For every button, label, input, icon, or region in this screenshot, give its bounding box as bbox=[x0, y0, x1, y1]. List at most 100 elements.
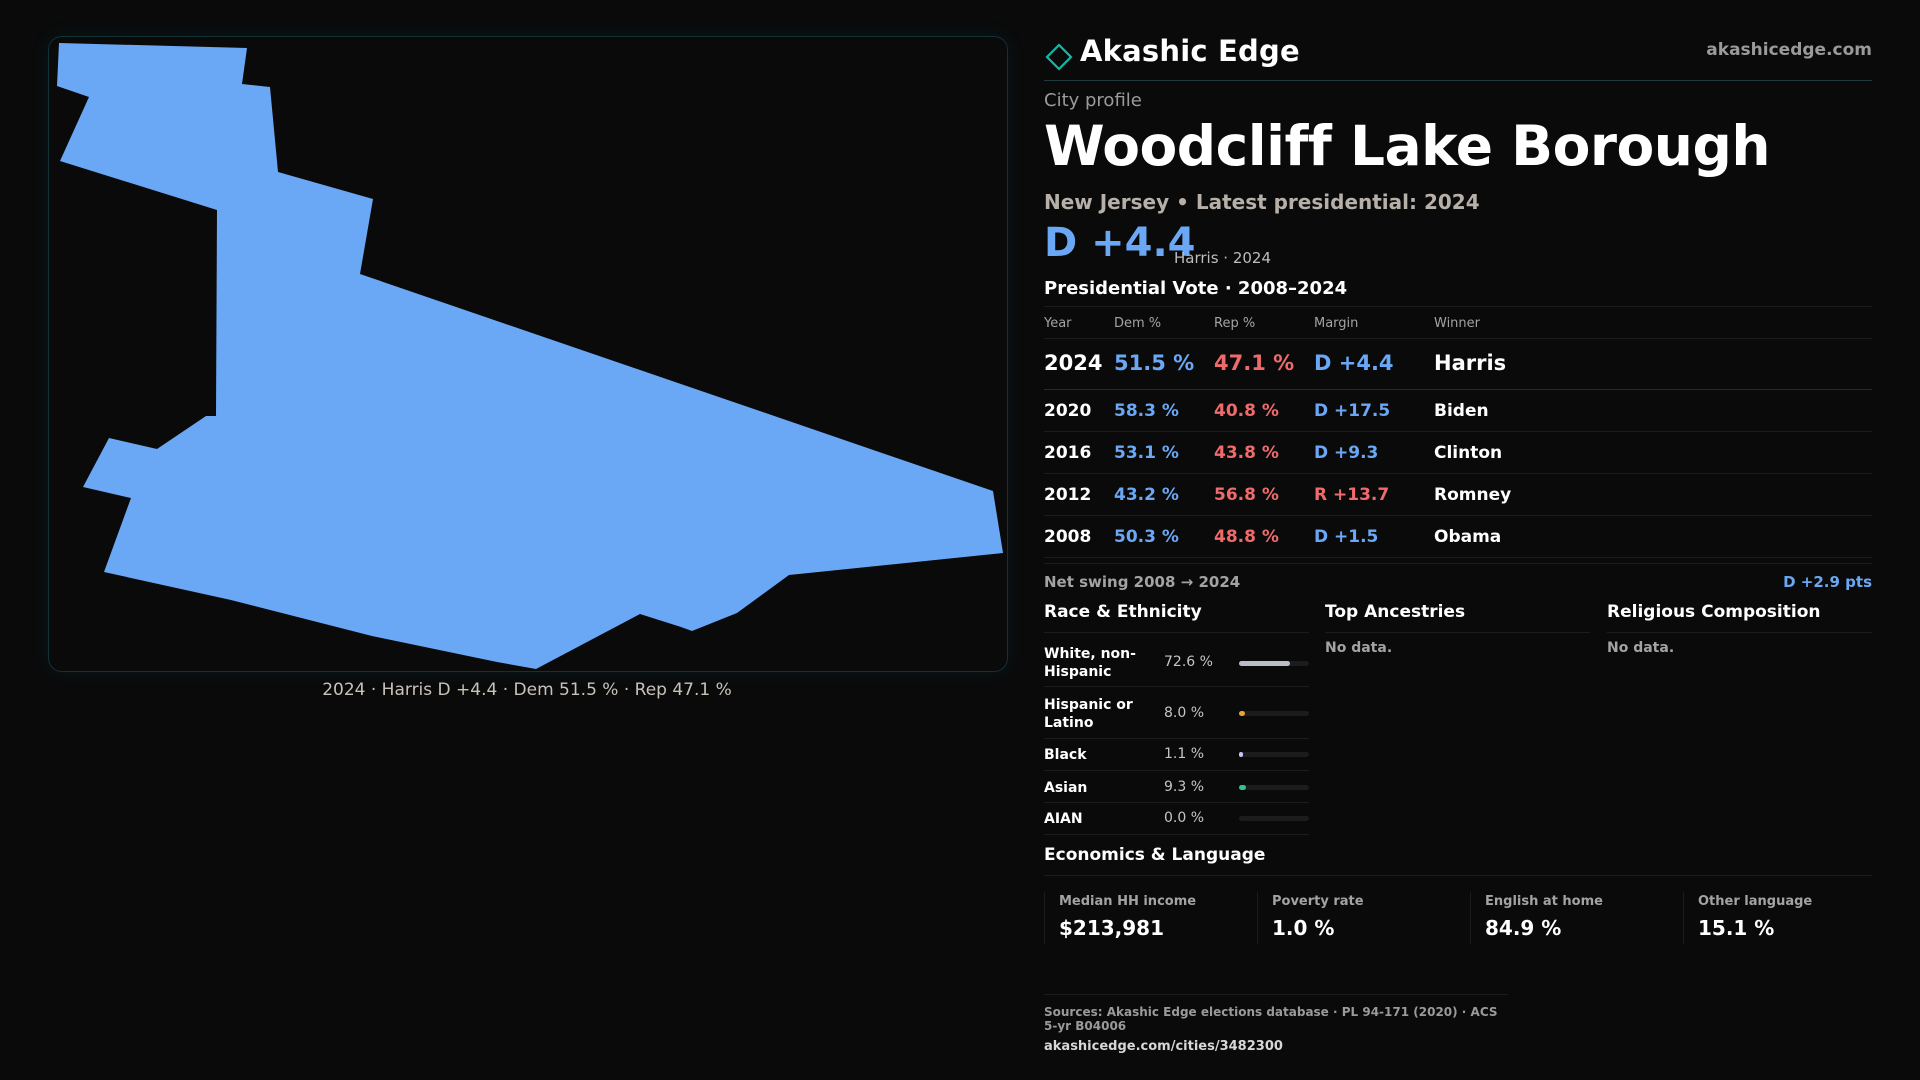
row-rep: 43.8 % bbox=[1214, 443, 1279, 463]
profile-label: City profile bbox=[1044, 90, 1142, 111]
row-year: 2024 bbox=[1044, 351, 1103, 375]
race-label: Hispanic or Latino bbox=[1044, 697, 1133, 731]
net-swing-row: Net swing 2008 → 2024 D +2.9 pts bbox=[1044, 563, 1872, 594]
row-year: 2008 bbox=[1044, 527, 1092, 547]
ancestries-section-title: Top Ancestries bbox=[1325, 602, 1466, 622]
row-rep: 47.1 % bbox=[1214, 351, 1295, 375]
row-winner: Biden bbox=[1434, 401, 1489, 421]
table-row: 2008 50.3 % 48.8 % D +1.5 Obama bbox=[1044, 516, 1872, 558]
divider bbox=[1044, 875, 1872, 876]
row-winner: Obama bbox=[1434, 527, 1502, 547]
row-margin: D +17.5 bbox=[1314, 401, 1391, 421]
latest-margin-note: Harris · 2024 bbox=[1174, 249, 1272, 267]
race-pct: 8.0 % bbox=[1164, 705, 1205, 721]
row-rep: 48.8 % bbox=[1214, 527, 1279, 547]
econ-card-value: 15.1 % bbox=[1698, 916, 1775, 940]
race-table: White, non-Hispanic 72.6 % Hispanic or L… bbox=[1044, 634, 1309, 835]
row-rep: 56.8 % bbox=[1214, 485, 1279, 505]
religion-empty-text: No data. bbox=[1607, 640, 1675, 656]
table-row: 2020 58.3 % 40.8 % D +17.5 Biden bbox=[1044, 390, 1872, 432]
divider bbox=[1607, 632, 1872, 633]
row-margin: D +9.3 bbox=[1314, 443, 1379, 463]
race-bar bbox=[1239, 752, 1309, 757]
row-dem: 58.3 % bbox=[1114, 401, 1179, 421]
race-row: Black 1.1 % bbox=[1044, 739, 1309, 771]
divider bbox=[1325, 632, 1590, 633]
brand-name: Akashic Edge bbox=[1080, 34, 1300, 68]
row-year: 2012 bbox=[1044, 485, 1092, 505]
economics-section-title: Economics & Language bbox=[1044, 845, 1266, 865]
brand-url-link[interactable]: akashicedge.com bbox=[1706, 40, 1872, 60]
race-pct: 9.3 % bbox=[1164, 779, 1205, 795]
map-caption: 2024 · Harris D +4.4 · Dem 51.5 % · Rep … bbox=[322, 680, 732, 700]
econ-card-label: Median HH income bbox=[1059, 894, 1197, 909]
race-bar-fill bbox=[1239, 661, 1290, 666]
race-bar bbox=[1239, 816, 1309, 821]
econ-card-poverty: Poverty rate 1.0 % bbox=[1257, 892, 1470, 944]
race-bar-fill bbox=[1239, 785, 1246, 790]
economics-cards: Median HH income $213,981 Poverty rate 1… bbox=[1044, 892, 1872, 944]
page-title: Woodcliff Lake Borough bbox=[1044, 114, 1770, 178]
religion-section-title: Religious Composition bbox=[1607, 602, 1821, 622]
row-year: 2016 bbox=[1044, 443, 1092, 463]
race-pct: 0.0 % bbox=[1164, 810, 1205, 826]
ancestries-empty-text: No data. bbox=[1325, 640, 1393, 656]
latest-margin: D +4.4 bbox=[1044, 220, 1196, 266]
vote-section-title: Presidential Vote · 2008–2024 bbox=[1044, 278, 1348, 299]
race-bar-fill bbox=[1239, 711, 1245, 716]
race-row: Hispanic or Latino 8.0 % bbox=[1044, 687, 1309, 739]
net-swing-value: D +2.9 pts bbox=[1783, 573, 1872, 591]
econ-card-label: Other language bbox=[1698, 894, 1813, 909]
econ-card-label: English at home bbox=[1485, 894, 1603, 909]
race-row: White, non-Hispanic 72.6 % bbox=[1044, 634, 1309, 687]
race-bar-fill bbox=[1239, 752, 1243, 757]
header-year: Year bbox=[1044, 316, 1072, 331]
race-pct: 72.6 % bbox=[1164, 654, 1213, 670]
race-label: Asian bbox=[1044, 780, 1088, 796]
page-subtitle: New Jersey • Latest presidential: 2024 bbox=[1044, 190, 1480, 214]
table-row: 2024 51.5 % 47.1 % D +4.4 Harris bbox=[1044, 339, 1872, 390]
race-bar bbox=[1239, 785, 1309, 790]
econ-card-value: 84.9 % bbox=[1485, 916, 1562, 940]
race-section-title: Race & Ethnicity bbox=[1044, 602, 1202, 622]
row-winner: Romney bbox=[1434, 485, 1512, 505]
econ-card-other-language: Other language 15.1 % bbox=[1683, 892, 1896, 944]
header-rep: Rep % bbox=[1214, 316, 1256, 331]
map-panel[interactable] bbox=[48, 36, 1008, 672]
header-dem: Dem % bbox=[1114, 316, 1162, 331]
net-swing-label: Net swing 2008 → 2024 bbox=[1044, 573, 1241, 591]
sources-footer: Sources: Akashic Edge elections database… bbox=[1044, 994, 1508, 1054]
econ-card-value: 1.0 % bbox=[1272, 916, 1335, 940]
race-row: Asian 9.3 % bbox=[1044, 771, 1309, 803]
econ-card-english: English at home 84.9 % bbox=[1470, 892, 1683, 944]
race-label: Black bbox=[1044, 747, 1087, 763]
race-bar bbox=[1239, 711, 1309, 716]
econ-card-value: $213,981 bbox=[1059, 916, 1165, 940]
econ-card-income: Median HH income $213,981 bbox=[1044, 892, 1257, 944]
row-rep: 40.8 % bbox=[1214, 401, 1279, 421]
econ-card-label: Poverty rate bbox=[1272, 894, 1364, 909]
row-margin: D +4.4 bbox=[1314, 351, 1394, 375]
divider bbox=[1044, 632, 1309, 633]
brand-header: Akashic Edge akashicedge.com bbox=[1044, 34, 1872, 81]
race-label: AIAN bbox=[1044, 811, 1083, 827]
row-dem: 53.1 % bbox=[1114, 443, 1179, 463]
boundary-map[interactable] bbox=[49, 37, 1007, 671]
race-row: AIAN 0.0 % bbox=[1044, 803, 1309, 835]
race-bar bbox=[1239, 661, 1309, 666]
row-year: 2020 bbox=[1044, 401, 1092, 421]
row-dem: 50.3 % bbox=[1114, 527, 1179, 547]
vote-table: Year Dem % Rep % Margin Winner 2024 51.5… bbox=[1044, 306, 1872, 558]
row-dem: 51.5 % bbox=[1114, 351, 1195, 375]
row-winner: Harris bbox=[1434, 351, 1507, 375]
profile-panel: Akashic Edge akashicedge.com City profil… bbox=[1044, 0, 1872, 1080]
row-dem: 43.2 % bbox=[1114, 485, 1179, 505]
city-boundary-shape[interactable] bbox=[57, 43, 1003, 669]
row-margin: D +1.5 bbox=[1314, 527, 1379, 547]
race-label: White, non-Hispanic bbox=[1044, 646, 1136, 680]
source-url-link[interactable]: akashicedge.com/cities/3482300 bbox=[1044, 1039, 1283, 1054]
row-winner: Clinton bbox=[1434, 443, 1503, 463]
diamond-outline-icon bbox=[1045, 43, 1073, 71]
header-winner: Winner bbox=[1434, 316, 1481, 331]
table-row: 2012 43.2 % 56.8 % R +13.7 Romney bbox=[1044, 474, 1872, 516]
